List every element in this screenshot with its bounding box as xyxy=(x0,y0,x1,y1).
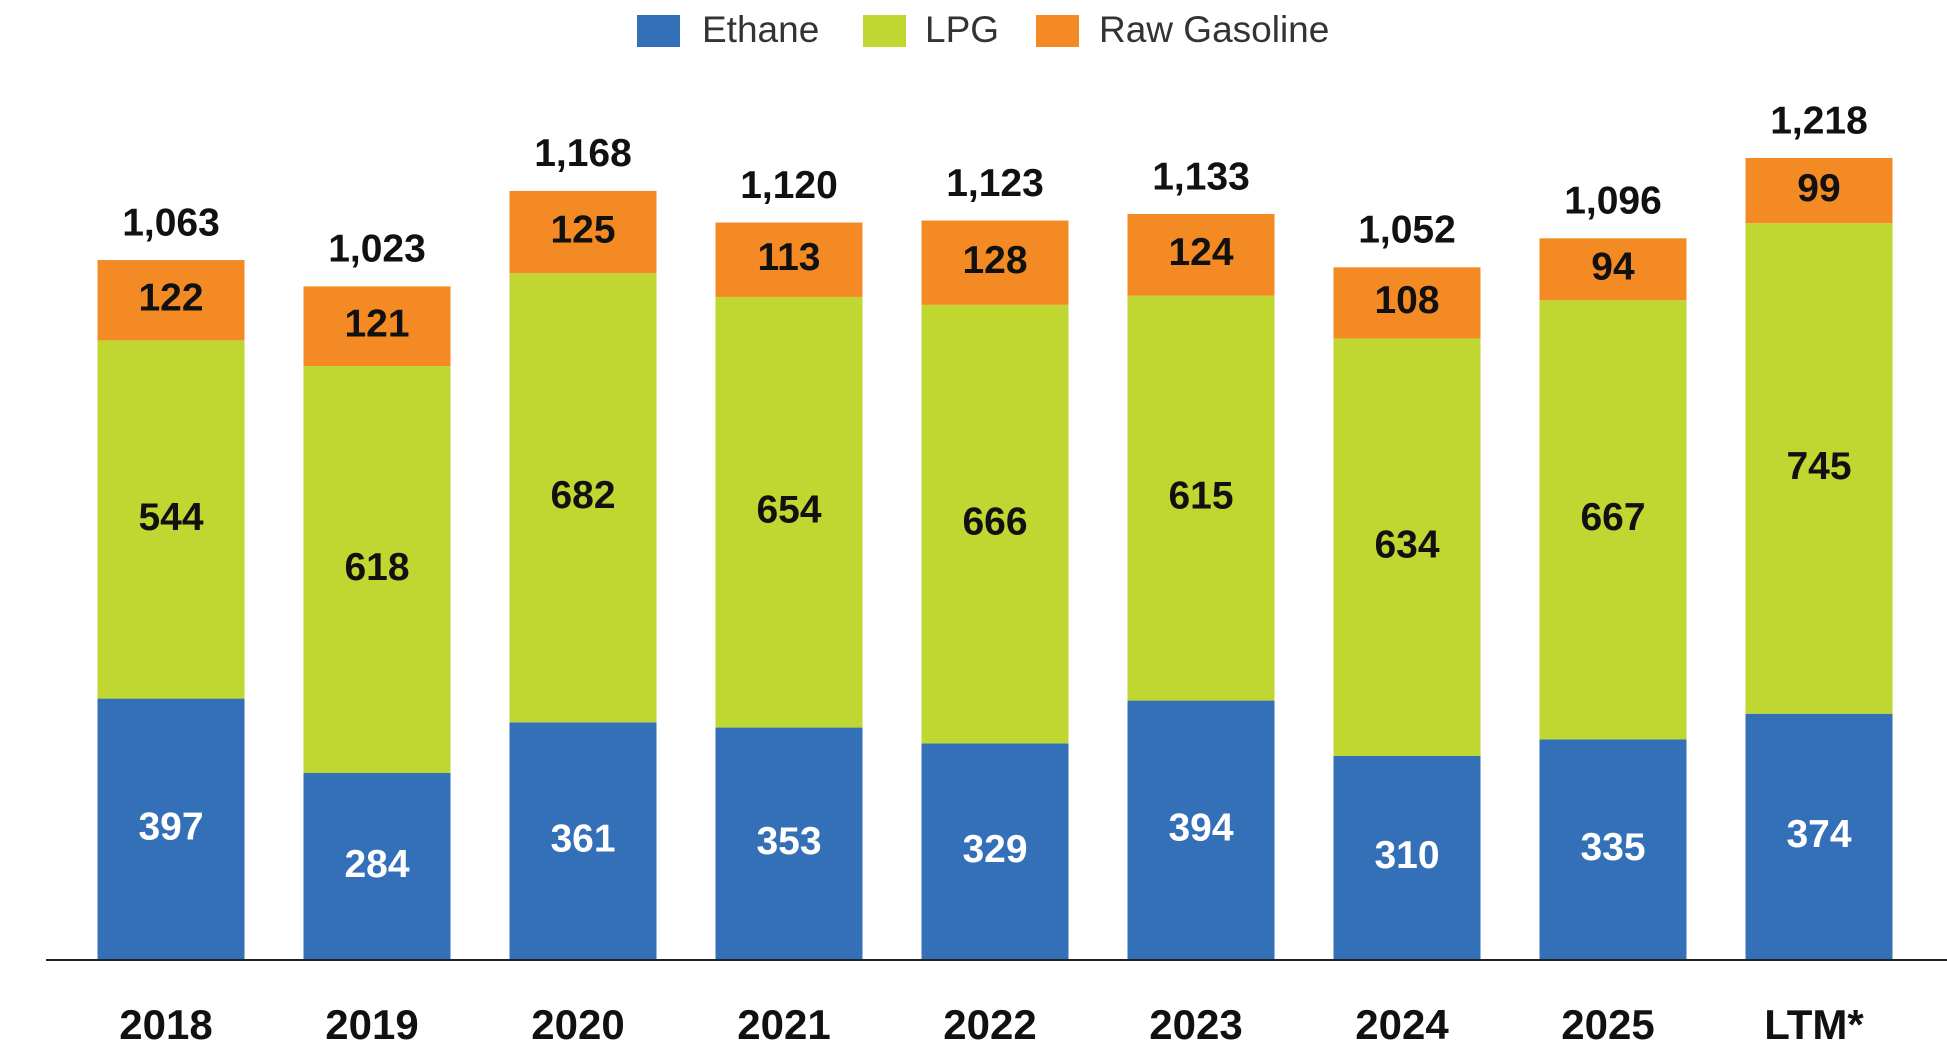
bar-segment xyxy=(1745,223,1893,714)
value-label: 108 xyxy=(1374,279,1439,322)
value-label: 397 xyxy=(138,806,203,849)
value-label: 122 xyxy=(138,277,203,320)
total-label: 1,120 xyxy=(740,164,838,207)
value-label: 667 xyxy=(1580,496,1645,539)
bar-segment xyxy=(97,698,245,960)
value-label: 634 xyxy=(1374,523,1439,566)
value-label: 125 xyxy=(550,208,615,251)
value-label: 99 xyxy=(1797,167,1840,210)
bar-segment xyxy=(1127,295,1275,701)
total-label: 1,168 xyxy=(534,132,632,175)
bar-segment xyxy=(715,296,863,728)
value-label: 682 xyxy=(550,474,615,517)
value-label: 128 xyxy=(962,239,1027,282)
total-label: 1,096 xyxy=(1564,180,1662,223)
total-label: 1,218 xyxy=(1770,99,1868,142)
legend-label: Raw Gasoline xyxy=(1099,9,1329,50)
value-label: 310 xyxy=(1374,834,1439,877)
value-label: 353 xyxy=(756,820,821,863)
x-tick-label: 2022 xyxy=(943,1001,1036,1048)
x-tick-label: 2025 xyxy=(1561,1001,1654,1048)
total-label: 1,052 xyxy=(1358,209,1456,252)
x-tick-label: 2024 xyxy=(1355,1001,1449,1048)
bar-segment xyxy=(303,772,451,960)
total-label: 1,123 xyxy=(946,162,1044,205)
bar-segment xyxy=(1333,267,1481,339)
bar-segment xyxy=(97,340,245,699)
bar-segment xyxy=(97,260,245,341)
bar-segment xyxy=(509,722,657,960)
legend-label: LPG xyxy=(925,9,999,50)
x-tick-label: 2021 xyxy=(737,1001,830,1048)
value-label: 124 xyxy=(1168,231,1233,274)
x-tick-label: 2020 xyxy=(531,1001,624,1048)
value-label: 618 xyxy=(344,546,409,589)
bar-segment xyxy=(1333,755,1481,960)
bar-segment xyxy=(921,220,1069,305)
total-label: 1,063 xyxy=(122,201,220,244)
total-label: 1,023 xyxy=(328,228,426,271)
bar-segment xyxy=(1539,238,1687,301)
value-label: 284 xyxy=(344,843,409,886)
bar-segment xyxy=(303,366,451,773)
value-label: 113 xyxy=(758,236,821,279)
bar-segment xyxy=(715,727,863,960)
bar-segment xyxy=(1333,338,1481,756)
value-label: 329 xyxy=(962,828,1027,871)
bar-segment xyxy=(921,743,1069,960)
legend-swatch xyxy=(637,15,680,47)
value-label: 94 xyxy=(1591,246,1635,289)
value-label: 121 xyxy=(344,303,409,346)
x-tick-label: LTM* xyxy=(1764,1001,1864,1048)
value-label: 544 xyxy=(138,496,203,539)
bar-segment xyxy=(715,222,863,297)
legend-swatch xyxy=(1036,15,1079,47)
bar-segment xyxy=(1745,158,1893,224)
bar-segment xyxy=(921,304,1069,744)
bar-segment xyxy=(509,273,657,723)
value-label: 654 xyxy=(756,489,821,532)
value-label: 361 xyxy=(550,817,615,860)
legend-swatch xyxy=(863,15,906,47)
value-label: 615 xyxy=(1168,474,1233,517)
bar-segment xyxy=(303,286,451,367)
bar-segment xyxy=(1127,700,1275,960)
value-label: 666 xyxy=(962,500,1027,543)
bar-segment xyxy=(1745,713,1893,960)
total-label: 1,133 xyxy=(1152,155,1250,198)
value-label: 374 xyxy=(1786,813,1851,856)
bar-segment xyxy=(1539,739,1687,960)
bar-segment xyxy=(1539,300,1687,740)
value-label: 335 xyxy=(1580,826,1645,869)
value-label: 745 xyxy=(1786,445,1851,488)
legend-label: Ethane xyxy=(702,9,819,50)
x-tick-label: 2018 xyxy=(119,1001,212,1048)
value-label: 394 xyxy=(1168,807,1233,850)
bar-segment xyxy=(1127,213,1275,296)
bar-segment xyxy=(509,190,657,274)
x-tick-label: 2023 xyxy=(1149,1001,1242,1048)
x-tick-label: 2019 xyxy=(325,1001,418,1048)
